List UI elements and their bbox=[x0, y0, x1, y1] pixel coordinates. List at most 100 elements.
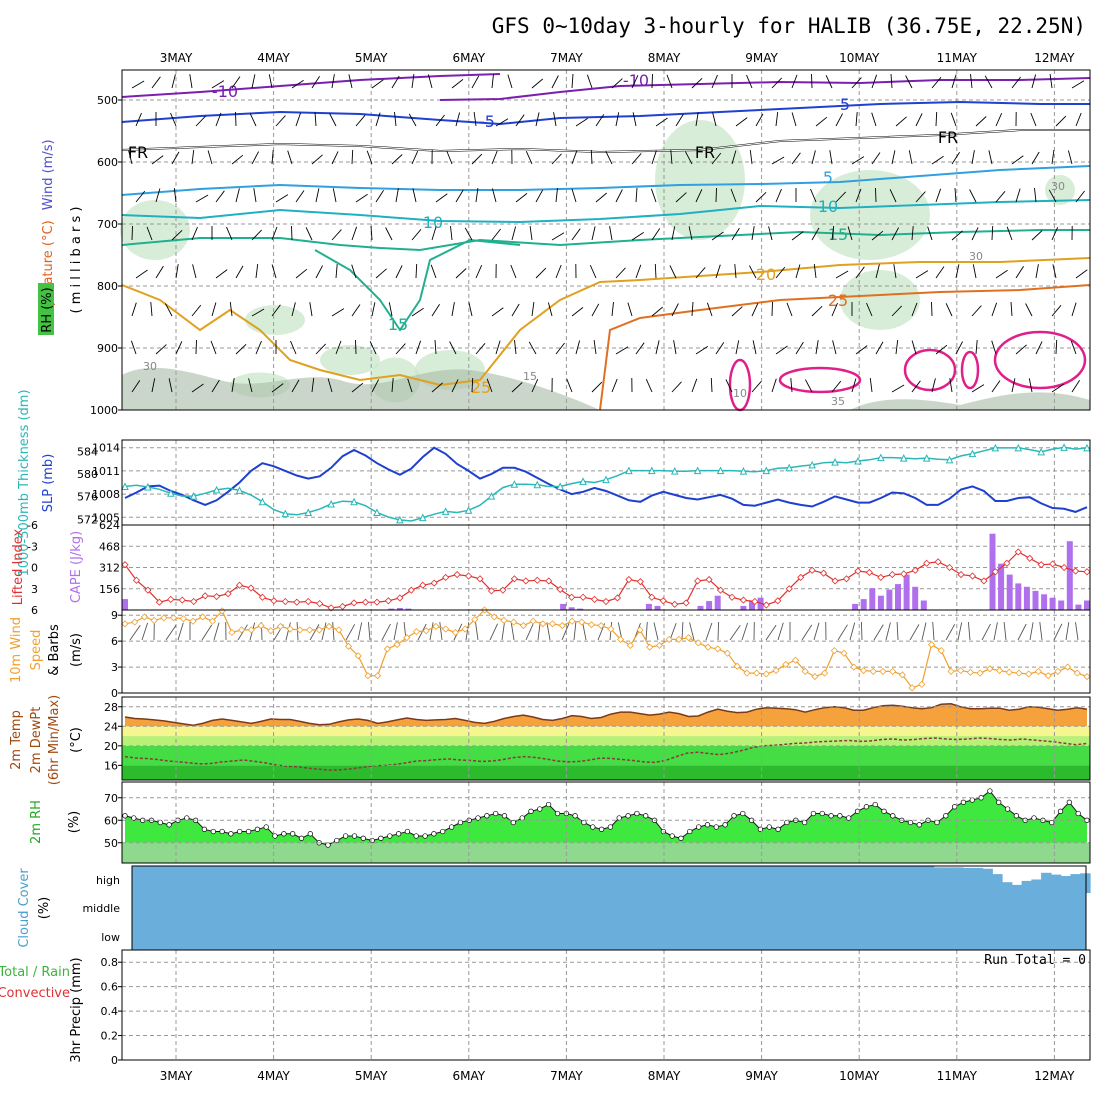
wind-speed-point bbox=[714, 645, 722, 653]
wind-barb bbox=[311, 76, 320, 89]
y-tick-label: 500 bbox=[97, 94, 118, 107]
wind-barb bbox=[311, 154, 323, 165]
lifted-index-point bbox=[797, 573, 805, 581]
rh-point bbox=[510, 819, 516, 826]
wind-barb bbox=[673, 340, 677, 355]
lifted-index-point bbox=[350, 599, 358, 607]
wind-barb bbox=[332, 621, 335, 641]
rh-point bbox=[245, 828, 252, 835]
lifted-index-point bbox=[579, 593, 587, 601]
thickness-point bbox=[922, 454, 931, 462]
wind-barb bbox=[1028, 378, 1033, 393]
wind-barb bbox=[954, 187, 957, 203]
wind-barb bbox=[357, 622, 363, 641]
date-label-top: 5MAY bbox=[355, 51, 388, 65]
rh-point bbox=[616, 815, 622, 821]
freezing-level-line bbox=[121, 129, 1090, 153]
cape-bar bbox=[697, 605, 704, 610]
wind-barb bbox=[231, 76, 241, 89]
thickness-point bbox=[441, 507, 450, 515]
wind-barb bbox=[295, 268, 308, 279]
wind-barb bbox=[1035, 341, 1043, 355]
slp-tick-label: 1005 bbox=[92, 511, 120, 524]
wind-barb bbox=[972, 264, 977, 279]
wind-barb bbox=[130, 340, 137, 355]
date-label-top: 12MAY bbox=[1034, 51, 1075, 65]
thickness-label: 1000-500mb Thickness (dm) bbox=[17, 389, 32, 576]
wind-barb bbox=[514, 340, 517, 355]
rh-point bbox=[881, 808, 887, 814]
precip-panel: 0.8 0.6 0.4 0.2 0 bbox=[101, 949, 1091, 1067]
wind-speed-point bbox=[889, 667, 897, 675]
panel-frame bbox=[121, 696, 1091, 781]
thickness-point bbox=[144, 482, 152, 491]
wind-speed-point bbox=[927, 641, 936, 649]
wind-barb bbox=[891, 384, 905, 393]
wind-barb bbox=[235, 188, 240, 203]
rh-point bbox=[237, 828, 243, 835]
thickness-point bbox=[899, 454, 908, 462]
wind-speed-point bbox=[743, 669, 751, 677]
wind-barb bbox=[191, 383, 204, 393]
wind-barb bbox=[311, 378, 315, 393]
wind-barb bbox=[591, 303, 600, 317]
wind-barb bbox=[291, 225, 293, 241]
wind-speed-point bbox=[451, 628, 459, 637]
lifted-index-point bbox=[923, 559, 931, 567]
wind-barb bbox=[908, 150, 913, 165]
wind-barb bbox=[1034, 188, 1037, 203]
wind-speed-point bbox=[801, 667, 809, 675]
high-cloud-column bbox=[405, 866, 417, 893]
contour-label: -10 bbox=[623, 71, 649, 90]
temperature-panel: 28 24 20 16 bbox=[104, 696, 1091, 781]
y-tick-label: 24 bbox=[104, 720, 118, 733]
wind-speed-point bbox=[665, 635, 673, 643]
wind-barb bbox=[825, 75, 833, 89]
lifted-index-point bbox=[224, 590, 232, 598]
high-cloud-column bbox=[523, 866, 534, 893]
wind-barb bbox=[268, 74, 273, 89]
wind-barb bbox=[451, 79, 464, 89]
thickness-point bbox=[716, 466, 725, 475]
rh-point bbox=[704, 822, 711, 828]
wind-barb bbox=[586, 74, 593, 89]
wind-barb bbox=[589, 265, 597, 279]
wind-speed-point bbox=[675, 635, 683, 643]
wind-barb bbox=[305, 227, 313, 241]
high-cloud-column bbox=[1031, 879, 1042, 893]
wind-barb bbox=[1051, 227, 1059, 241]
contour-label: 30 bbox=[969, 250, 983, 263]
wind-barb bbox=[685, 151, 693, 165]
thickness-point bbox=[625, 466, 633, 475]
wind-barb bbox=[971, 227, 979, 241]
date-label-top: 11MAY bbox=[937, 51, 978, 65]
y-tick-label: 28 bbox=[104, 701, 118, 714]
wind-barb bbox=[731, 150, 737, 165]
contour-label: 25 bbox=[471, 378, 491, 397]
wind-barb bbox=[525, 151, 533, 165]
wind-barb bbox=[351, 264, 357, 279]
wind-barb bbox=[235, 343, 247, 355]
wind-speed-point bbox=[607, 625, 615, 633]
wind-speed-point bbox=[597, 621, 605, 630]
high-cloud-column bbox=[933, 867, 944, 893]
lifted-index-point bbox=[694, 577, 702, 585]
rh-point bbox=[554, 810, 561, 817]
wind-speed-point bbox=[199, 613, 207, 621]
contour-label: -10 bbox=[212, 82, 238, 101]
thickness-point bbox=[1083, 443, 1091, 452]
lifted-index-point bbox=[774, 597, 782, 605]
high-cloud-column bbox=[161, 866, 172, 893]
lifted-index-point bbox=[361, 598, 370, 606]
lifted-index-point bbox=[1014, 548, 1022, 556]
wind-barb bbox=[131, 302, 137, 317]
lifted-index-point bbox=[877, 573, 885, 581]
thickness-point bbox=[602, 475, 610, 484]
high-cloud-column bbox=[1050, 874, 1062, 893]
wind-barb bbox=[751, 381, 762, 393]
wind-barb bbox=[491, 74, 494, 89]
cape-bar bbox=[1006, 574, 1013, 610]
wind-barb bbox=[146, 226, 153, 241]
wind-barb bbox=[566, 378, 573, 393]
temperature-contour bbox=[599, 284, 1091, 411]
